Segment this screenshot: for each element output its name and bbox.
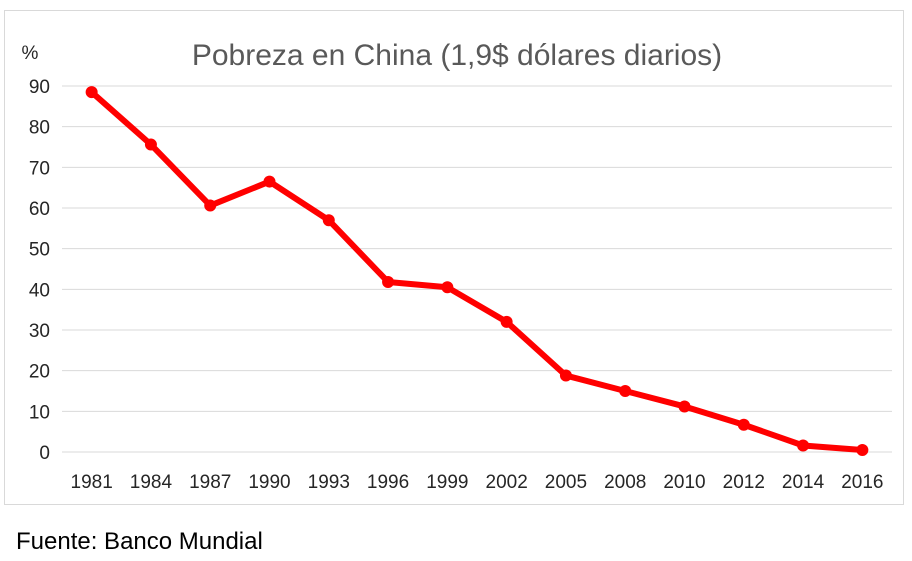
y-tick-label: 50 <box>29 240 50 261</box>
y-tick-label: 90 <box>29 77 50 98</box>
x-tick-label: 2008 <box>604 472 646 493</box>
y-tick-label: 60 <box>29 199 50 220</box>
data-point <box>856 443 869 456</box>
data-point <box>797 439 810 452</box>
x-tick-label: 2014 <box>782 472 825 493</box>
y-tick-label: 10 <box>29 402 50 423</box>
data-point <box>500 315 513 328</box>
y-tick-label: 0 <box>39 443 50 464</box>
x-tick-label: 1981 <box>71 472 113 493</box>
data-point <box>85 86 98 99</box>
series-poverty <box>85 86 869 456</box>
x-tick-label: 2002 <box>486 472 528 493</box>
source-note: Fuente: Banco Mundial <box>16 528 263 555</box>
x-tick-label: 1996 <box>367 472 409 493</box>
y-tick-label: 70 <box>29 158 50 179</box>
x-tick-label: 2012 <box>723 472 765 493</box>
data-point <box>322 214 335 227</box>
x-tick-label: 2005 <box>545 472 587 493</box>
data-point <box>204 199 217 212</box>
data-point <box>382 276 395 289</box>
x-tick-label: 1999 <box>426 472 468 493</box>
x-axis-ticks: 1981 1984 1987 1990 1993 1996 1999 2002 2005 2008… <box>71 472 884 493</box>
x-tick-label: 1993 <box>308 472 350 493</box>
x-tick-label: 1987 <box>189 472 231 493</box>
series-line <box>88 89 866 453</box>
y-tick-label: 80 <box>29 118 50 139</box>
chart-frame: Pobreza en China (1,9$ dólares diarios) … <box>4 10 904 505</box>
gridlines <box>62 85 892 453</box>
x-tick-label: 1990 <box>248 472 290 493</box>
data-point <box>144 138 157 151</box>
data-point <box>737 418 750 431</box>
chart-title: Pobreza en China (1,9$ dólares diarios) <box>192 39 722 72</box>
x-tick-label: 2016 <box>841 472 883 493</box>
data-point <box>441 281 454 294</box>
y-axis-unit-label: % <box>22 43 39 64</box>
x-tick-label: 2010 <box>663 472 705 493</box>
chart-svg: Pobreza en China (1,9$ dólares diarios) … <box>22 39 892 493</box>
x-tick-label: 1984 <box>130 472 173 493</box>
data-point <box>619 385 632 397</box>
y-axis-ticks: 0 10 20 30 40 50 60 70 80 90 <box>29 77 50 464</box>
y-tick-label: 20 <box>29 362 50 383</box>
data-point <box>559 369 572 382</box>
y-tick-label: 40 <box>29 280 50 301</box>
data-point <box>678 400 691 413</box>
data-point <box>263 175 276 188</box>
y-tick-label: 30 <box>29 321 50 342</box>
